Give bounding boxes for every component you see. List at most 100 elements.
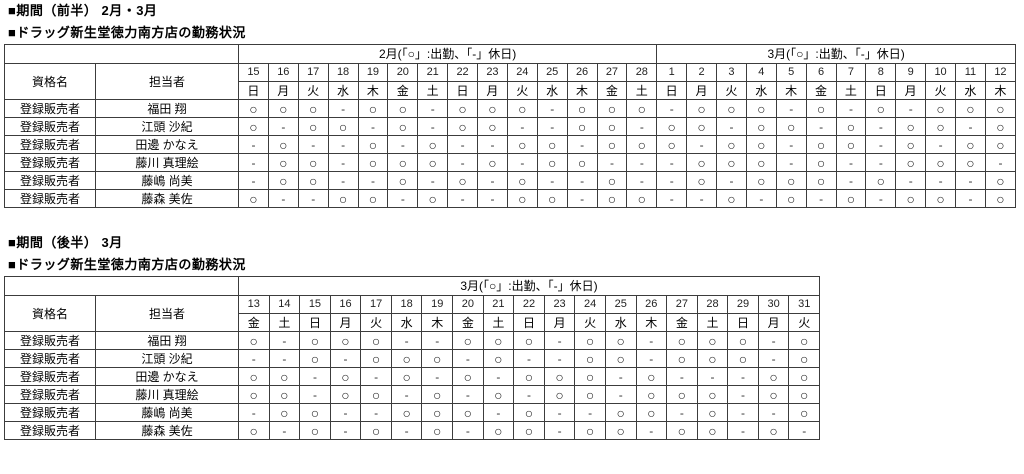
month-header: 3月(「○」:出勤、「-」休日) xyxy=(238,276,820,296)
date-cell: 21 xyxy=(417,63,449,82)
mark-cell: ○ xyxy=(390,367,423,386)
staff-row: 登録販売者 田邊 かなえ ○ ○ - ○ - ○ - ○ - ○ ○ ○ - ○ - - - ○ ○ xyxy=(4,367,820,386)
date-cell: 1 xyxy=(656,63,688,82)
mark-cell: - xyxy=(656,171,688,190)
mark-cell: ○ xyxy=(543,367,576,386)
mark-cell: ○ xyxy=(626,135,658,154)
mark-cell: ○ xyxy=(417,153,449,172)
mark-cell: ○ xyxy=(360,385,392,404)
mark-cell: - xyxy=(865,117,897,136)
mark-cell: ○ xyxy=(757,367,790,386)
mark-cell: ○ xyxy=(574,421,606,440)
mark-cell: - xyxy=(775,153,807,172)
mark-cell: - xyxy=(536,171,568,190)
mark-cell: ○ xyxy=(482,331,515,350)
staff-header: 担当者 xyxy=(95,63,239,100)
mark-cell: - xyxy=(626,171,658,190)
mark-cell: - xyxy=(536,117,568,136)
mark-cell: - xyxy=(686,135,717,154)
mark-cell: ○ xyxy=(745,171,777,190)
mark-cell: ○ xyxy=(513,421,545,440)
mark-cell: - xyxy=(716,171,747,190)
qualification-cell: 登録販売者 xyxy=(4,189,96,208)
mark-cell: ○ xyxy=(604,331,637,350)
day-of-week-cell: 木 xyxy=(357,81,389,100)
mark-cell: ○ xyxy=(299,403,331,422)
mark-cell: ○ xyxy=(835,135,867,154)
mark-cell: - xyxy=(447,153,478,172)
mark-cell: ○ xyxy=(596,171,628,190)
staff-name-cell: 藤川 真理絵 xyxy=(95,153,239,172)
month-header: 2月(「○」:出勤、「-」休日) xyxy=(237,44,658,64)
mark-cell: ○ xyxy=(955,153,986,172)
date-cell: 6 xyxy=(805,63,837,82)
mark-cell: ○ xyxy=(268,385,301,404)
qualification-cell: 登録販売者 xyxy=(4,135,96,154)
date-cell: 7 xyxy=(835,63,867,82)
mark-cell: - xyxy=(745,189,777,208)
mark-cell: ○ xyxy=(421,403,454,422)
mark-cell: - xyxy=(238,135,269,154)
mark-cell: ○ xyxy=(696,331,729,350)
mark-cell: - xyxy=(835,99,867,118)
date-cell: 9 xyxy=(895,63,927,82)
date-cell: 12 xyxy=(984,63,1017,82)
mark-cell: ○ xyxy=(666,349,698,368)
mark-cell: - xyxy=(566,135,598,154)
mark-cell: ○ xyxy=(417,189,449,208)
date-cell: 21 xyxy=(482,295,515,314)
mark-cell: - xyxy=(666,403,698,422)
mark-cell: ○ xyxy=(267,171,299,190)
mark-cell: ○ xyxy=(574,367,606,386)
date-cell: 30 xyxy=(757,295,790,314)
staff-row: 登録販売者 福田 翔 ○ ○ ○ - ○ ○ - ○ ○ ○ - ○ ○ ○ - ○ ○ ○ - ○ - ○ - ○ ○ ○ xyxy=(4,99,1017,118)
mark-cell: ○ xyxy=(788,403,820,422)
mark-cell: ○ xyxy=(666,331,698,350)
mark-cell: ○ xyxy=(656,117,688,136)
mark-cell: ○ xyxy=(775,189,807,208)
mark-cell: - xyxy=(329,421,362,440)
day-of-week-cell: 水 xyxy=(604,313,637,332)
mark-cell: ○ xyxy=(417,135,449,154)
mark-cell: - xyxy=(452,349,484,368)
mark-cell: ○ xyxy=(596,99,628,118)
day-of-week-cell: 木 xyxy=(984,81,1017,100)
mark-cell: - xyxy=(635,421,668,440)
mark-cell: ○ xyxy=(696,403,729,422)
staff-name-cell: 藤嶋 尚美 xyxy=(95,403,239,422)
mark-cell: ○ xyxy=(327,117,359,136)
mark-cell: - xyxy=(865,189,897,208)
staff-name-cell: 田邊 かなえ xyxy=(95,135,239,154)
corner-cell xyxy=(4,276,239,296)
mark-cell: ○ xyxy=(656,135,688,154)
mark-cell: ○ xyxy=(477,153,508,172)
mark-cell: ○ xyxy=(574,385,606,404)
day-of-week-cell: 火 xyxy=(716,81,747,100)
mark-cell: - xyxy=(268,349,301,368)
date-cell: 26 xyxy=(635,295,668,314)
mark-cell: - xyxy=(417,171,449,190)
mark-cell: ○ xyxy=(536,153,568,172)
mark-cell: ○ xyxy=(357,99,389,118)
mark-cell: ○ xyxy=(543,385,576,404)
mark-cell: - xyxy=(656,99,688,118)
mark-cell: - xyxy=(895,171,927,190)
day-of-week-cell: 木 xyxy=(775,81,807,100)
corner-cell xyxy=(4,44,239,64)
day-of-week-cell: 火 xyxy=(574,313,606,332)
mark-cell: ○ xyxy=(329,385,362,404)
mark-cell: - xyxy=(329,349,362,368)
mark-cell: ○ xyxy=(387,153,419,172)
day-of-week-cell: 土 xyxy=(696,313,729,332)
mark-cell: ○ xyxy=(482,421,515,440)
mark-cell: - xyxy=(536,99,568,118)
mark-cell: - xyxy=(327,171,359,190)
mark-cell: ○ xyxy=(596,189,628,208)
mark-cell: - xyxy=(421,367,454,386)
mark-cell: - xyxy=(955,171,986,190)
mark-cell: ○ xyxy=(452,331,484,350)
mark-cell: - xyxy=(543,331,576,350)
date-cell: 31 xyxy=(788,295,820,314)
mark-cell: - xyxy=(727,367,759,386)
mark-cell: ○ xyxy=(477,99,508,118)
